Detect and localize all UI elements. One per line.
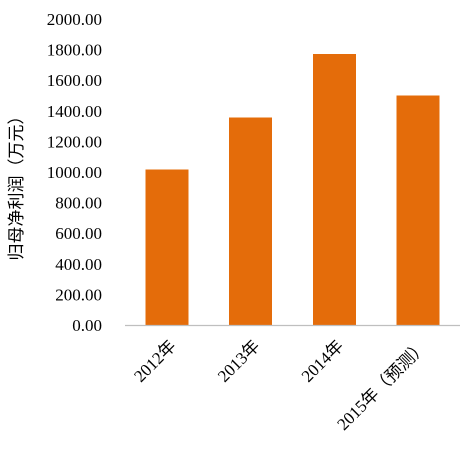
bar [229, 117, 273, 325]
y-axis-title: 归母净利润（万元） [7, 108, 27, 261]
y-axis-ticks: 0.00 200.00 400.00 600.00 800.00 1000.00 1200.… [47, 10, 102, 335]
y-tick-label: 1200.00 [47, 132, 102, 151]
y-tick-label: 800.00 [55, 194, 102, 213]
y-tick-label: 2000.00 [47, 10, 102, 29]
y-tick-label: 400.00 [55, 255, 102, 274]
bars [145, 54, 440, 325]
y-tick-label: 1000.00 [47, 163, 102, 182]
y-tick-label: 1800.00 [47, 41, 102, 60]
y-tick-label: 1600.00 [47, 71, 102, 90]
x-category-label: 2015年（预测） [333, 336, 431, 434]
y-tick-label: 0.00 [72, 316, 102, 335]
bar [312, 54, 356, 325]
x-category-label: 2012年 [130, 336, 179, 385]
bar [145, 169, 189, 325]
y-tick-label: 1400.00 [47, 102, 102, 121]
y-tick-label: 200.00 [55, 285, 102, 304]
x-category-label: 2013年 [214, 336, 263, 385]
x-category-label: 2014年 [298, 336, 347, 385]
y-tick-label: 600.00 [55, 224, 102, 243]
bar [396, 95, 440, 325]
